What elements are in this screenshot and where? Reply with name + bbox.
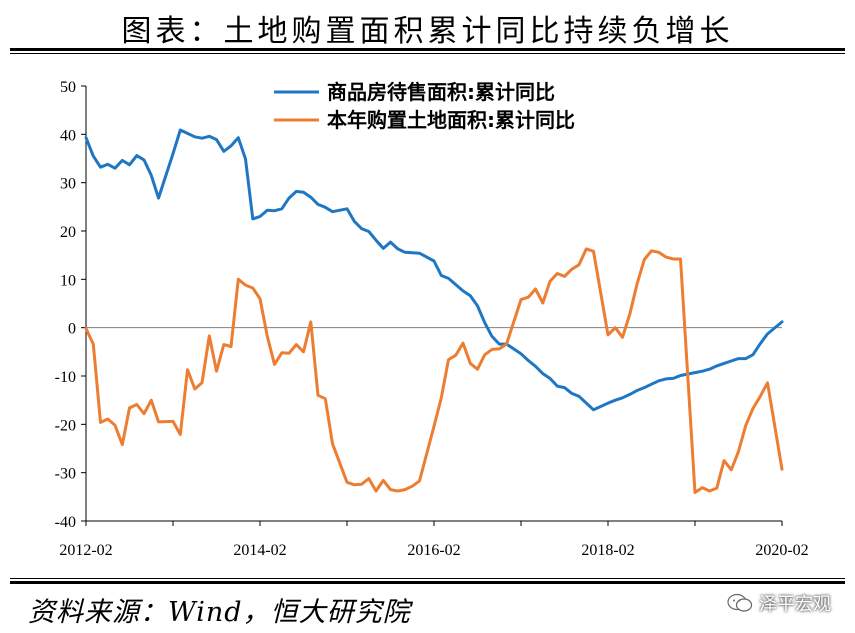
line-chart: 50 40 30 20 10 0 -10 -20 -30 -40 2012-02 2014-02 201… bbox=[55, 79, 809, 559]
series-line-land-purchase bbox=[84, 247, 784, 494]
source-note: 资料来源：Wind，恒大研究院 bbox=[28, 597, 411, 628]
title-rule-thick bbox=[10, 48, 845, 51]
legend-label: 商品房待售面积:累计同比 bbox=[327, 80, 555, 104]
axes: 50 40 30 20 10 0 -10 -20 -30 -40 2012-02 2014-02 201… bbox=[55, 79, 809, 559]
watermark-label: 泽平宏观 bbox=[759, 594, 831, 615]
y-tick-label: 0 bbox=[68, 321, 76, 338]
y-tick-label: 40 bbox=[60, 127, 76, 144]
footer-rule-thick bbox=[10, 581, 845, 584]
y-tick-label: -30 bbox=[55, 466, 76, 483]
y-tick-label: 10 bbox=[60, 272, 76, 289]
y-tick-label: -10 bbox=[55, 369, 76, 386]
watermark: 泽平宏观 bbox=[727, 590, 831, 616]
series-lines bbox=[84, 128, 784, 494]
title-rule-thin bbox=[10, 53, 845, 54]
x-tick-label: 2020-02 bbox=[755, 542, 808, 559]
y-tick-label: 50 bbox=[60, 79, 76, 96]
x-tick-label: 2012-02 bbox=[59, 542, 112, 559]
chart-title: 图表：土地购置面积累计同比持续负增长 bbox=[121, 14, 734, 49]
x-tick-label: 2018-02 bbox=[581, 542, 634, 559]
legend-label: 本年购置土地面积:累计同比 bbox=[327, 108, 575, 132]
y-tick-label: -20 bbox=[55, 417, 76, 434]
footer-rule-thin bbox=[10, 578, 845, 579]
wechat-icon bbox=[727, 593, 753, 612]
y-tick-label: 20 bbox=[60, 224, 76, 241]
x-tick-label: 2014-02 bbox=[233, 542, 286, 559]
x-tick-label: 2016-02 bbox=[407, 542, 460, 559]
y-tick-label: -40 bbox=[55, 514, 76, 531]
series-line-inventory-area bbox=[84, 128, 784, 412]
y-tick-label: 30 bbox=[60, 176, 76, 193]
